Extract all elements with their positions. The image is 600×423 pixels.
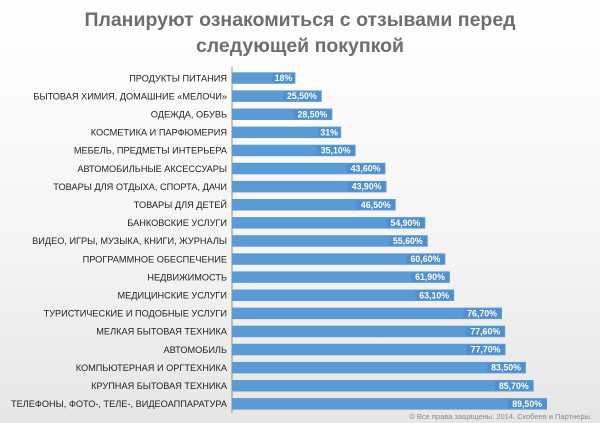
value-label: 55,60% xyxy=(393,236,423,246)
copyright-notice: © Все права защищены. 2014. Скобеев и Па… xyxy=(409,412,592,421)
value-label-box xyxy=(406,254,445,264)
category-label: НЕДВИЖИМОСТЬ xyxy=(147,272,227,282)
value-label-box xyxy=(463,308,501,318)
value-label: 35,10% xyxy=(321,145,351,155)
bar xyxy=(232,217,426,229)
value-label: 43,90% xyxy=(352,182,382,192)
bar xyxy=(232,162,386,175)
value-label-box xyxy=(466,326,505,336)
category-label: МЕБЕЛЬ, ПРЕДМЕТЫ ИНТЕРЬЕРА xyxy=(74,146,228,156)
value-label: 61,90% xyxy=(415,272,445,282)
value-label: 77,60% xyxy=(470,326,500,336)
value-label-box xyxy=(347,182,386,192)
category-label: БЫТОВАЯ ХИМИЯ, ДОМАШНИЕ «МЕЛОЧИ» xyxy=(33,91,227,101)
category-label: ТОВАРЫ ДЛЯ ОТДЫХА, СПОРТА, ДАЧИ xyxy=(53,182,227,192)
bar xyxy=(232,325,506,338)
bar xyxy=(232,126,342,139)
bar xyxy=(232,253,446,265)
bar xyxy=(232,90,322,102)
category-label: МЕДИЦИНСКИЕ УСЛУГИ xyxy=(117,290,227,300)
bar xyxy=(232,144,356,157)
bar xyxy=(232,289,455,301)
bar xyxy=(232,199,396,211)
category-label: ПРОГРАММНОЕ ОБЕСПЕЧЕНИЕ xyxy=(83,254,227,264)
value-label-box xyxy=(316,145,355,155)
value-label-box xyxy=(318,127,341,137)
value-label: 76,70% xyxy=(467,308,497,318)
bar xyxy=(232,271,450,283)
value-label-box xyxy=(494,381,533,391)
value-label-box xyxy=(282,91,321,101)
bar xyxy=(232,343,506,356)
category-label: ПРОДУКТЫ ПИТАНИЯ xyxy=(129,73,227,83)
value-label: 43,60% xyxy=(351,164,381,174)
chart-title-line-2: следующей покупкой xyxy=(195,35,405,57)
value-label-box xyxy=(346,164,385,174)
value-label: 89,50% xyxy=(512,399,542,409)
value-label: 25,50% xyxy=(287,91,317,101)
category-label: ВИДЕО, ИГРЫ, МУЗЫКА, КНИГИ, ЖУРНАЛЫ xyxy=(32,236,227,246)
value-label: 46,50% xyxy=(361,200,391,210)
value-label: 18% xyxy=(275,73,293,83)
value-label: 54,90% xyxy=(390,218,420,228)
value-label: 83,50% xyxy=(491,363,521,373)
value-label: 31% xyxy=(320,127,338,137)
value-label-box xyxy=(356,200,395,210)
category-label: МЕЛКАЯ БЫТОВАЯ ТЕХНИКА xyxy=(96,327,228,337)
bar xyxy=(232,108,333,120)
value-label-box xyxy=(487,363,525,373)
value-label-box xyxy=(386,218,425,228)
value-label-box xyxy=(293,109,332,119)
value-label-box xyxy=(466,345,505,355)
bar xyxy=(232,361,526,374)
bar xyxy=(232,180,387,193)
value-label-box xyxy=(415,290,454,300)
bar xyxy=(232,72,296,84)
category-label: КОСМЕТИКА И ПАРФЮМЕРИЯ xyxy=(91,128,227,138)
category-label: ОДЕЖДА, ОБУВЬ xyxy=(151,109,227,119)
chart-title-line-1: Планируют ознакомиться с отзывами перед xyxy=(84,9,516,31)
value-label-box xyxy=(411,272,449,282)
value-label: 28,50% xyxy=(297,109,327,119)
value-label: 85,70% xyxy=(499,381,529,391)
category-label: КРУПНАЯ БЫТОВАЯ ТЕХНИКА xyxy=(91,381,228,391)
bar xyxy=(232,380,534,392)
value-label: 63,10% xyxy=(419,290,449,300)
bar xyxy=(232,398,548,410)
bar xyxy=(232,307,502,320)
value-label: 60,60% xyxy=(410,254,440,264)
category-label: КОМПЬЮТЕРНАЯ И ОРГТЕХНИКА xyxy=(76,363,228,373)
value-label-box xyxy=(508,399,547,409)
category-label: АВТОМОБИЛЬНЫЕ АКСЕССУАРЫ xyxy=(77,164,227,174)
value-label-box xyxy=(388,236,427,246)
bar xyxy=(232,235,428,247)
category-label: АВТОМОБИЛЬ xyxy=(164,345,227,355)
category-label: ТОВАРЫ ДЛЯ ДЕТЕЙ xyxy=(134,199,227,210)
value-label: 77,70% xyxy=(471,345,501,355)
category-label: ТЕЛЕФОНЫ, ФОТО-, ТЕЛЕ-, ВИДЕОАППАРАТУРА xyxy=(11,399,228,409)
category-label: ТУРИСТИЧЕСКИЕ И ПОДОБНЫЕ УСЛУГИ xyxy=(44,309,227,319)
category-label: БАНКОВСКИЕ УСЛУГИ xyxy=(127,218,227,228)
value-label-box xyxy=(272,73,295,83)
chart-title: Планируют ознакомиться с отзывами перед … xyxy=(0,7,600,59)
